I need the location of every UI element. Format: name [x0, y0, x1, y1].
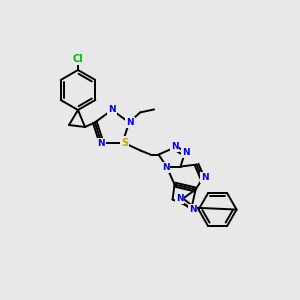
Text: N: N: [189, 205, 196, 214]
Text: Cl: Cl: [73, 54, 83, 64]
Text: N: N: [176, 194, 183, 203]
Text: S: S: [121, 138, 128, 148]
Text: N: N: [98, 139, 105, 148]
Text: N: N: [126, 118, 134, 127]
Text: N: N: [108, 104, 116, 113]
Text: N: N: [201, 173, 208, 182]
Text: N: N: [162, 163, 170, 172]
Text: N: N: [182, 148, 189, 157]
Text: N: N: [171, 142, 178, 151]
